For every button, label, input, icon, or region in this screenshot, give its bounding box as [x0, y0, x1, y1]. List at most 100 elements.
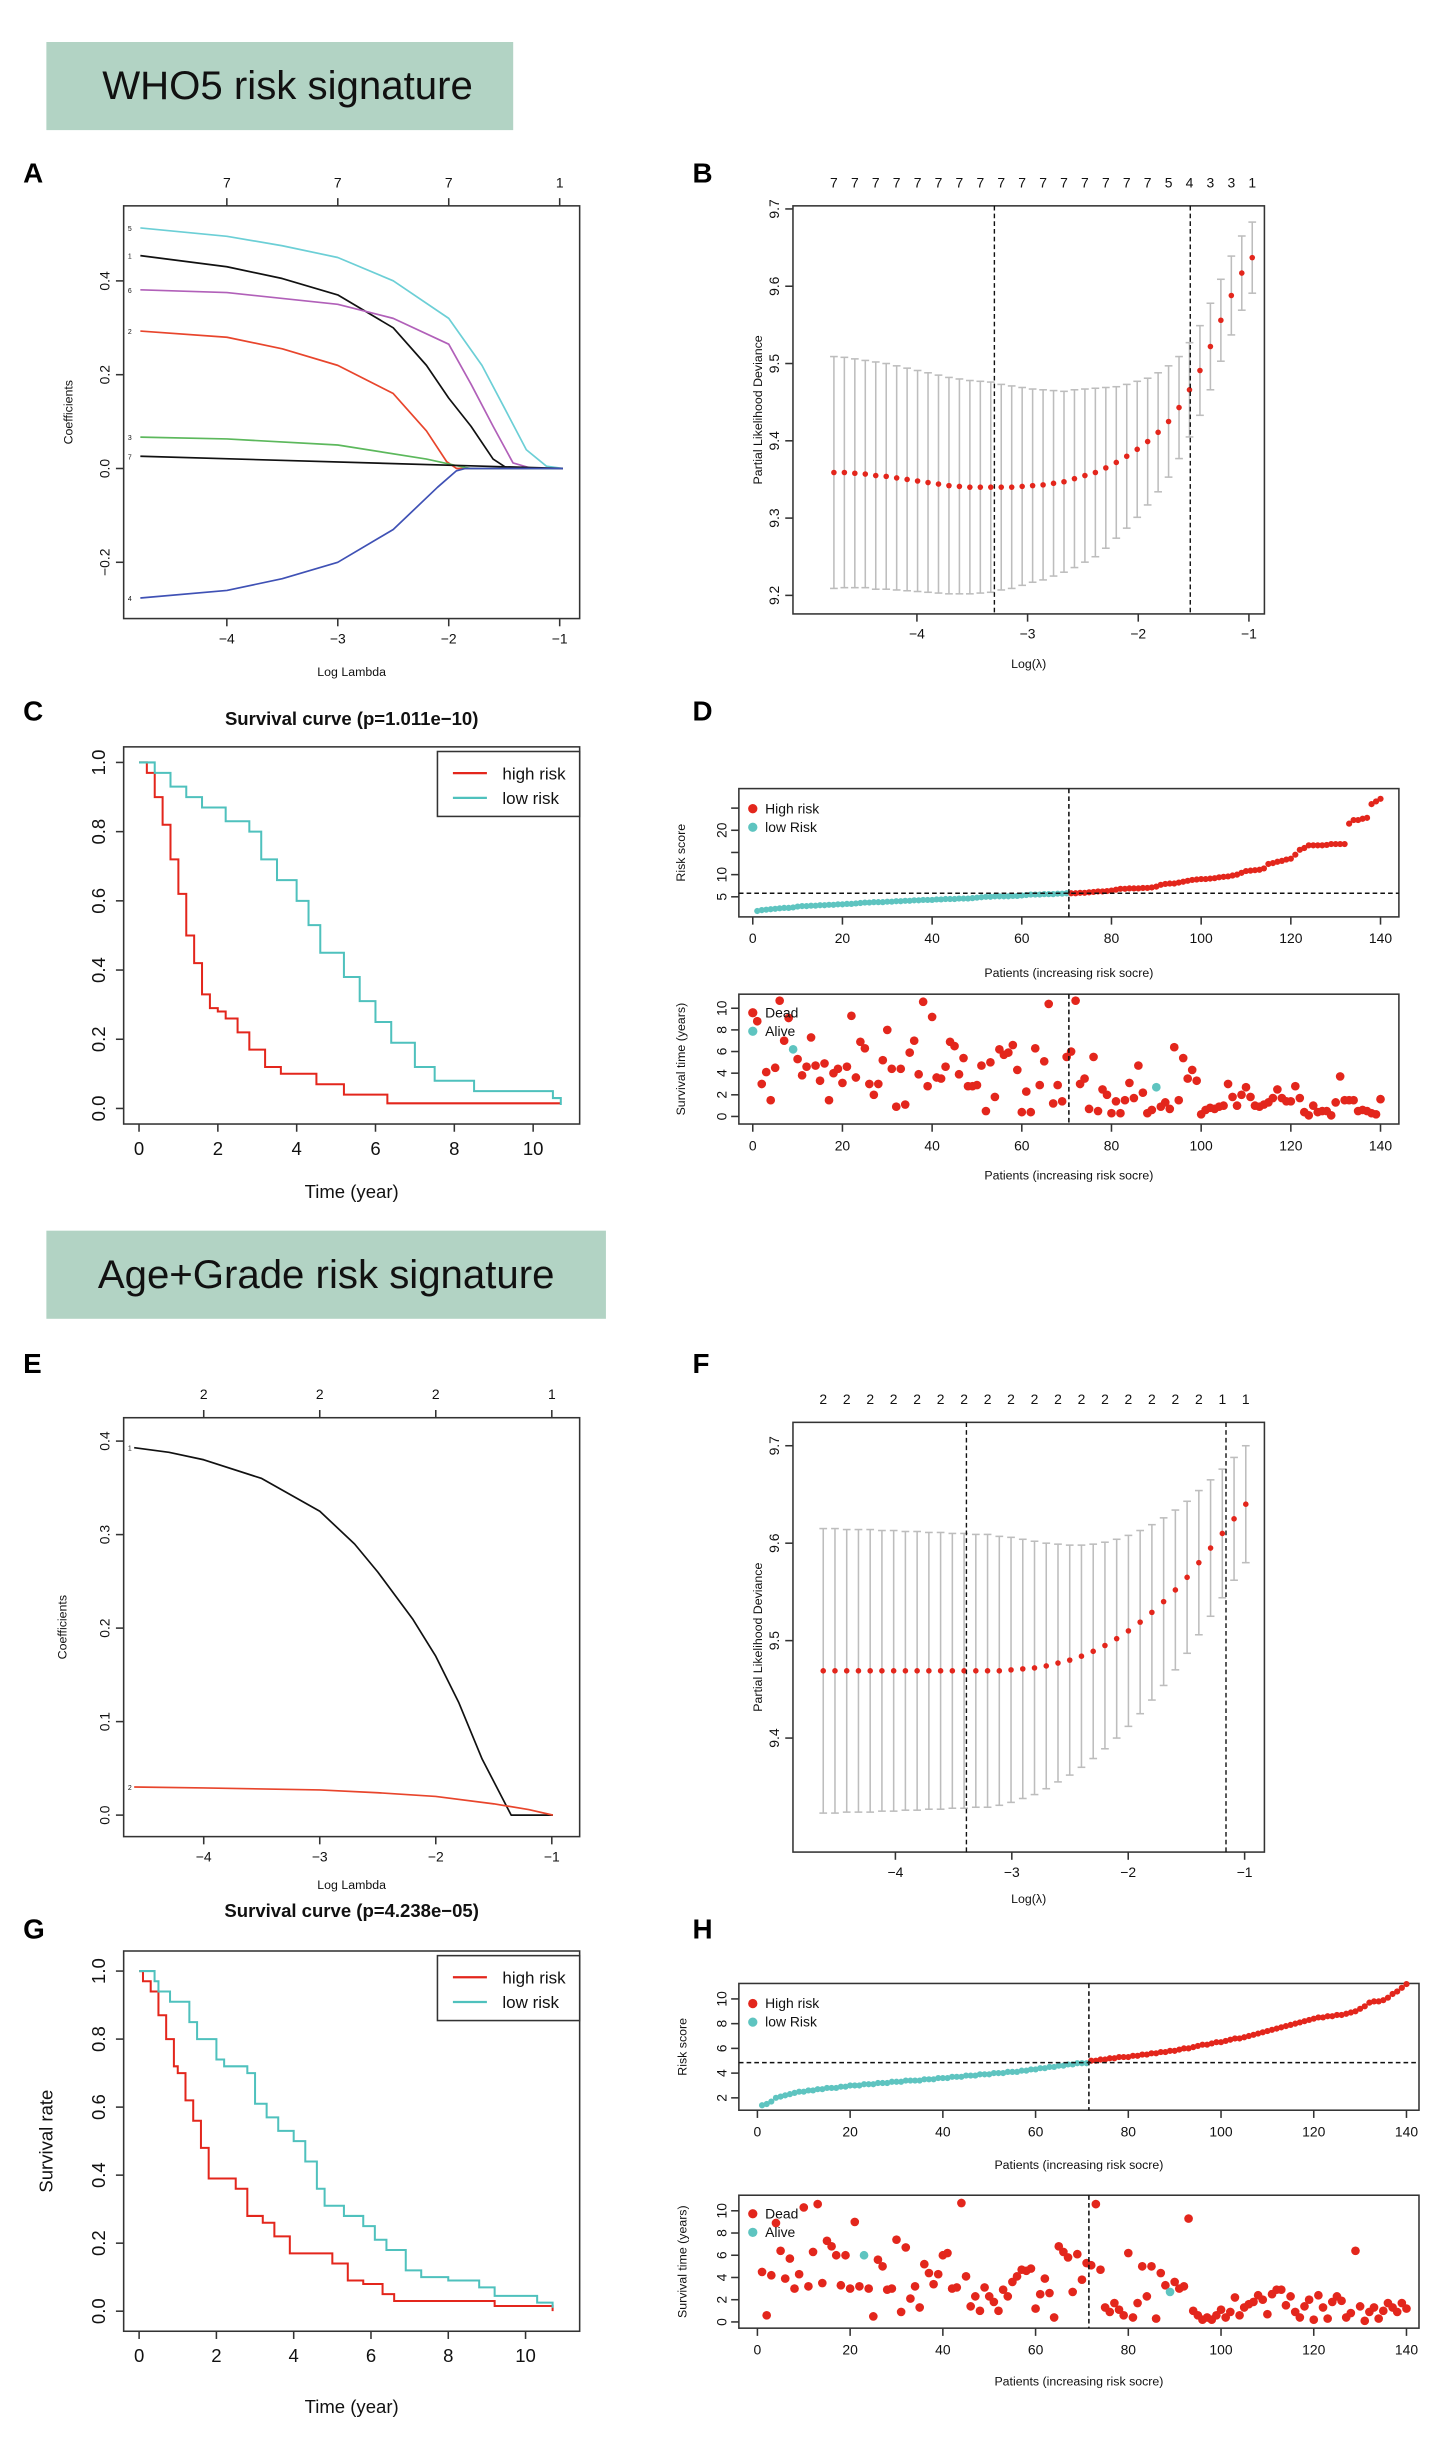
top-nonzero-label: 7: [935, 174, 943, 190]
top-nonzero-label: 2: [1148, 1391, 1156, 1407]
risk-score-point: [786, 2091, 793, 2098]
risk-score-point: [911, 897, 918, 904]
survival-point: [1084, 1104, 1094, 1114]
survival-point: [1012, 1065, 1022, 1075]
banner-who5-title: WHO5 risk signature: [102, 63, 473, 108]
deviance-point: [1249, 254, 1256, 261]
survival-point: [943, 2248, 952, 2258]
risk-score-point: [1268, 2026, 1276, 2033]
risk-score-point: [1260, 865, 1268, 872]
risk-score-point: [1081, 889, 1088, 896]
risk-score-point: [763, 2100, 770, 2108]
risk-score-point: [1398, 1984, 1405, 1991]
plot-frame: [792, 1421, 1266, 1853]
survival-point: [975, 2306, 985, 2316]
risk-score-point: [995, 2070, 1002, 2077]
survival-point: [847, 1011, 856, 1021]
survival-point: [1309, 2315, 1319, 2325]
risk-score-point: [1162, 2049, 1169, 2056]
survival-point: [851, 1073, 861, 1082]
risk-score-point: [1292, 851, 1299, 858]
survival-point: [1119, 2310, 1128, 2320]
survival-point: [1183, 1074, 1193, 1083]
risk-score-point: [964, 895, 972, 902]
risk-score-point: [865, 2081, 872, 2088]
survival-point: [909, 1036, 919, 1046]
y-tick-label: 10: [713, 1000, 729, 1016]
y-axis-label: Survival time (years): [674, 1003, 688, 1116]
survival-point: [1184, 2214, 1193, 2223]
survival-point: [790, 2284, 799, 2293]
coefficient-path-label: 1: [128, 254, 132, 261]
survival-point: [1048, 1099, 1058, 1108]
risk-score-point: [870, 2081, 877, 2088]
deviance-point: [1228, 292, 1235, 299]
survival-point: [1012, 2272, 1022, 2281]
deviance-point: [1207, 1545, 1214, 1551]
survival-point: [1102, 1090, 1112, 1100]
survival-point: [1237, 1090, 1246, 1100]
deviance-point: [977, 484, 984, 490]
x-axis-label: Log(λ): [1011, 1892, 1046, 1906]
risk-score-point: [1220, 873, 1227, 880]
risk-score-point: [958, 2073, 965, 2080]
risk-score-point: [1027, 2066, 1035, 2073]
deviance-point: [1165, 418, 1172, 425]
survival-point: [808, 2247, 818, 2257]
top-nonzero-label: 2: [843, 1391, 851, 1407]
survival-point: [833, 1064, 843, 1074]
deviance-point: [1186, 387, 1193, 393]
survival-point: [1192, 1076, 1202, 1086]
risk-score-point: [1041, 2065, 1048, 2072]
y-tick-label: 0.4: [97, 271, 113, 291]
x-tick-label: 80: [1121, 2123, 1137, 2139]
risk-score-point: [1121, 885, 1129, 892]
legend-marker: [748, 2227, 758, 2237]
risk-score-point: [976, 2071, 984, 2078]
y-tick-label: 4: [713, 2273, 729, 2281]
risk-score-point: [1227, 2036, 1234, 2043]
risk-score-point: [763, 906, 770, 913]
survival-point: [1276, 2285, 1286, 2295]
legend-label: Dead: [765, 1004, 798, 1020]
y-tick-label: 0.2: [88, 1026, 109, 1052]
y-tick-label: 0.4: [88, 957, 109, 983]
survival-point: [891, 1102, 901, 1112]
risk-score-point: [1148, 2050, 1155, 2057]
risk-score-point: [785, 904, 792, 911]
risk-score-point: [1278, 2024, 1285, 2031]
risk-score-point: [798, 903, 806, 910]
risk-score-point: [857, 899, 864, 907]
risk-score-point: [1366, 1999, 1373, 2006]
deviance-point: [1123, 453, 1130, 460]
y-tick-label: 0.1: [97, 1712, 113, 1732]
top-nonzero-label: 2: [1171, 1391, 1179, 1407]
x-tick-label: −4: [887, 1864, 903, 1880]
survival-point: [1349, 1095, 1358, 1105]
deviance-point: [852, 470, 858, 477]
survival-point: [924, 2268, 934, 2278]
x-tick-label: 8: [443, 2345, 453, 2366]
risk-score-point: [1125, 2053, 1132, 2061]
risk-score-point: [996, 893, 1003, 900]
x-tick-label: 120: [1279, 1137, 1302, 1153]
risk-score-point: [1310, 842, 1317, 849]
risk-score-point: [962, 2072, 970, 2079]
risk-score-point: [834, 901, 842, 908]
deviance-point: [949, 1668, 956, 1674]
panel-label-h: H: [692, 1914, 712, 1945]
x-tick-label: 4: [289, 2345, 299, 2366]
deviance-point: [914, 478, 921, 484]
deviance-point: [1071, 475, 1078, 482]
survival-point: [896, 2307, 906, 2317]
survival-point: [892, 2235, 901, 2245]
top-nonzero-label: 2: [1101, 1391, 1109, 1407]
survival-point: [994, 2306, 1003, 2316]
risk-score-point: [1018, 2067, 1025, 2074]
x-tick-label: 120: [1302, 2123, 1325, 2139]
top-nonzero-label: 2: [913, 1391, 921, 1407]
y-axis-label: Survival rate: [36, 2090, 57, 2193]
x-tick-label: 20: [842, 2123, 858, 2139]
x-tick-label: 80: [1121, 2341, 1137, 2357]
y-tick-label: 0.2: [97, 1618, 113, 1638]
